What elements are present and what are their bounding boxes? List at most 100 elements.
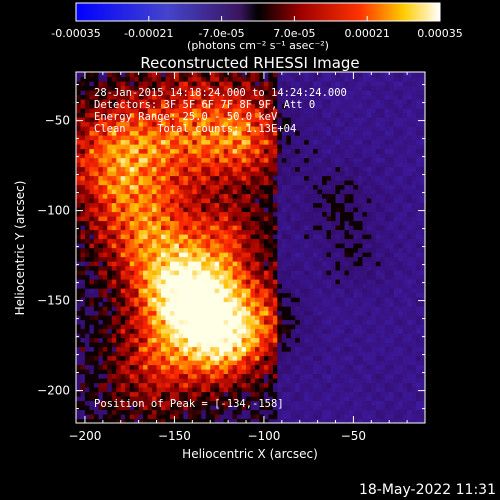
heatmap-cell <box>366 238 372 244</box>
heatmap-cell <box>384 360 390 366</box>
heatmap-cell <box>411 288 417 294</box>
heatmap-cell <box>313 171 319 177</box>
heatmap-cell <box>344 144 350 150</box>
heatmap-cell <box>178 261 184 267</box>
heatmap-cell <box>214 256 220 262</box>
heatmap-cell <box>402 409 408 415</box>
heatmap-cell <box>259 369 265 375</box>
heatmap-cell <box>138 211 144 217</box>
heatmap-cell <box>375 297 381 303</box>
heatmap-cell <box>174 180 180 186</box>
heatmap-cell <box>187 378 193 384</box>
heatmap-cell <box>322 135 328 141</box>
heatmap-cell <box>290 193 296 199</box>
heatmap-cell <box>192 243 198 249</box>
heatmap-cell <box>161 162 167 168</box>
heatmap-cell <box>161 261 167 267</box>
heatmap-cell <box>111 261 117 267</box>
heatmap-cell <box>228 409 234 415</box>
heatmap-cell <box>107 297 113 303</box>
heatmap-cell <box>196 243 202 249</box>
heatmap-cell <box>214 355 220 361</box>
heatmap-cell <box>165 315 171 321</box>
heatmap-cell <box>178 180 184 186</box>
heatmap-cell <box>80 391 86 397</box>
heatmap-cell <box>357 202 363 208</box>
heatmap-cell <box>125 288 131 294</box>
heatmap-cell <box>201 139 207 145</box>
heatmap-cell <box>380 193 386 199</box>
heatmap-cell <box>263 292 269 298</box>
heatmap-cell <box>232 396 238 402</box>
heatmap-cell <box>290 220 296 226</box>
heatmap-cell <box>138 333 144 339</box>
heatmap-cell <box>272 292 278 298</box>
heatmap-cell <box>152 243 158 249</box>
heatmap-cell <box>263 211 269 217</box>
heatmap-cell <box>308 342 314 348</box>
heatmap-cell <box>89 297 95 303</box>
heatmap-cell <box>384 409 390 415</box>
heatmap-cell <box>219 238 225 244</box>
heatmap-cell <box>170 270 176 276</box>
heatmap-cell <box>152 247 158 253</box>
heatmap-cell <box>348 198 354 204</box>
heatmap-cell <box>93 297 99 303</box>
heatmap-cell <box>308 270 314 276</box>
heatmap-cell <box>308 252 314 258</box>
heatmap-cell <box>398 225 404 231</box>
heatmap-cell <box>295 405 301 411</box>
heatmap-cell <box>205 360 211 366</box>
heatmap-cell <box>411 225 417 231</box>
heatmap-cell <box>277 144 283 150</box>
heatmap-cell <box>277 283 283 289</box>
heatmap-cell <box>80 202 86 208</box>
heatmap-cell <box>286 382 292 388</box>
heatmap-cell <box>268 229 274 235</box>
heatmap-cell <box>317 373 323 379</box>
heatmap-cell <box>411 274 417 280</box>
heatmap-cell <box>219 265 225 271</box>
heatmap-cell <box>340 148 346 154</box>
heatmap-cell <box>196 234 202 240</box>
heatmap-cell <box>362 355 368 361</box>
heatmap-cell <box>178 360 184 366</box>
heatmap-cell <box>201 198 207 204</box>
heatmap-cell <box>143 387 149 393</box>
heatmap-cell <box>237 288 243 294</box>
heatmap-cell <box>389 360 395 366</box>
heatmap-cell <box>76 360 82 366</box>
heatmap-cell <box>170 252 176 258</box>
heatmap-cell <box>196 387 202 393</box>
heatmap-cell <box>116 364 122 370</box>
heatmap-cell <box>93 418 99 423</box>
heatmap-cell <box>125 225 131 231</box>
heatmap-cell <box>357 418 363 423</box>
heatmap-cell <box>290 144 296 150</box>
heatmap-cell <box>183 310 189 316</box>
heatmap-cell <box>331 378 337 384</box>
heatmap-cell <box>246 405 252 411</box>
heatmap-cell <box>272 405 278 411</box>
heatmap-cell <box>129 198 135 204</box>
heatmap-cell <box>237 198 243 204</box>
heatmap-cell <box>76 400 82 406</box>
heatmap-cell <box>389 396 395 402</box>
heatmap-cell <box>250 351 256 357</box>
heatmap-cell <box>147 144 153 150</box>
heatmap-cell <box>299 247 305 253</box>
heatmap-cell <box>129 238 135 244</box>
heatmap-cell <box>232 207 238 213</box>
heatmap-cell <box>98 373 104 379</box>
heatmap-cell <box>161 414 167 420</box>
heatmap-cell <box>192 153 198 159</box>
heatmap-cell <box>416 261 422 267</box>
heatmap-cell <box>420 400 425 406</box>
heatmap-cell <box>250 373 256 379</box>
heatmap-cell <box>84 261 90 267</box>
heatmap-cell <box>416 153 422 159</box>
heatmap-cell <box>255 418 261 423</box>
heatmap-cell <box>344 292 350 298</box>
heatmap-cell <box>165 405 171 411</box>
heatmap-cell <box>174 301 180 307</box>
